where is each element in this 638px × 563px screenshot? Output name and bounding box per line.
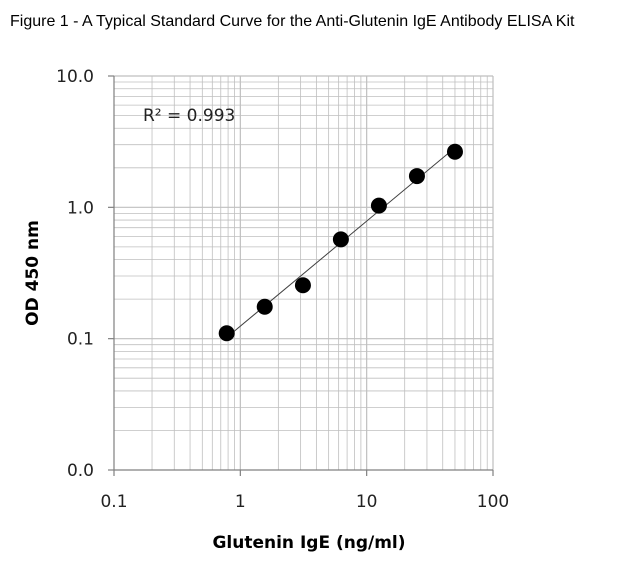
data-point [408, 168, 425, 185]
figure-title: Figure 1 - A Typical Standard Curve for … [10, 13, 575, 30]
y-tick-label: 0.0 [67, 461, 94, 481]
data-point [218, 325, 235, 342]
data-point [446, 143, 463, 160]
r-squared-annotation: R² = 0.993 [143, 106, 235, 126]
axes [108, 75, 494, 476]
data-point [332, 231, 349, 248]
x-tick-label: 0.1 [100, 492, 127, 512]
tick-labels: 0.0 0.1 1.0 10.0 0.1 1 10 100 [56, 67, 509, 512]
x-axis-title: Glutenin IgE (ng/ml) [212, 533, 405, 553]
y-tick-label: 10.0 [56, 67, 94, 87]
grid [114, 75, 494, 470]
y-tick-label: 0.1 [67, 330, 94, 350]
x-tick-label: 10 [356, 492, 378, 512]
x-tick-label: 1 [235, 492, 246, 512]
data-point [370, 197, 387, 214]
data-point [256, 298, 273, 315]
y-tick-label: 1.0 [67, 198, 94, 218]
x-tick-label: 100 [477, 492, 509, 512]
data-points [218, 143, 463, 342]
y-axis-title: OD 450 nm [23, 220, 43, 326]
data-point [294, 277, 311, 294]
